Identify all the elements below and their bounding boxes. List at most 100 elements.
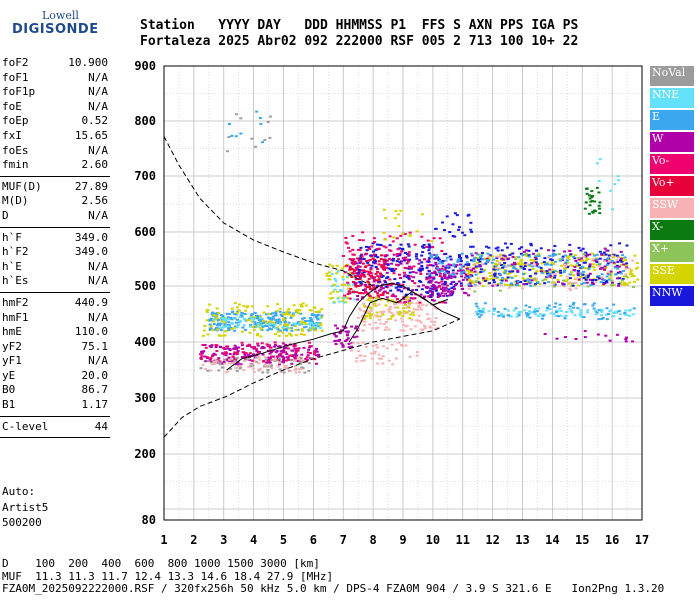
echo-point xyxy=(391,240,395,243)
echo-point xyxy=(387,257,391,260)
param-value: N/A xyxy=(88,70,108,84)
echo-point xyxy=(210,355,214,358)
echo-point xyxy=(293,369,297,372)
echo-point xyxy=(500,249,504,252)
echo-point xyxy=(397,283,401,286)
echo-point xyxy=(222,325,226,328)
echo-point xyxy=(266,368,270,371)
echo-point xyxy=(275,359,279,362)
echo-point xyxy=(295,354,299,357)
echo-point xyxy=(351,248,355,251)
echo-point xyxy=(286,324,290,327)
echo-point xyxy=(335,339,339,342)
echo-point xyxy=(237,321,241,324)
echo-point xyxy=(449,264,453,267)
echo-point xyxy=(537,265,541,268)
echo-point xyxy=(621,257,625,260)
echo-point xyxy=(538,313,542,316)
echo-point xyxy=(564,261,568,264)
echo-point xyxy=(606,271,610,274)
echo-point xyxy=(401,315,405,318)
echo-point xyxy=(240,311,244,314)
echo-point xyxy=(605,281,609,284)
echo-point xyxy=(627,309,631,312)
echo-point xyxy=(478,255,482,258)
legend-item-x-: X+ xyxy=(650,242,694,262)
echo-point xyxy=(561,282,565,285)
y-tick-label: 80 xyxy=(142,513,156,527)
echo-point xyxy=(407,245,411,248)
echo-point xyxy=(422,243,426,246)
echo-point xyxy=(635,262,639,265)
echo-point xyxy=(217,334,221,337)
param-value: 10.900 xyxy=(68,56,108,69)
echo-point xyxy=(358,261,362,264)
echo-point xyxy=(475,280,479,283)
echo-point xyxy=(385,321,389,324)
echo-point xyxy=(511,255,515,258)
echo-point xyxy=(525,314,529,317)
echo-point xyxy=(351,271,355,274)
echo-point xyxy=(597,180,601,183)
echo-point xyxy=(395,260,399,263)
echo-point xyxy=(515,315,519,318)
echo-point xyxy=(468,271,472,274)
echo-point xyxy=(523,265,527,268)
echo-point xyxy=(415,354,419,357)
echo-point xyxy=(240,315,244,318)
echo-point xyxy=(354,360,358,363)
echo-point xyxy=(221,352,225,355)
echo-point xyxy=(256,333,260,336)
echo-point xyxy=(294,349,298,352)
echo-point xyxy=(329,292,333,295)
echo-point xyxy=(378,280,382,283)
echo-point xyxy=(293,322,297,325)
echo-point xyxy=(283,347,287,350)
param-label: M(D) xyxy=(2,194,29,208)
echo-point xyxy=(434,263,438,266)
echo-point xyxy=(493,307,497,310)
echo-point xyxy=(381,293,385,296)
echo-point xyxy=(381,287,385,290)
echo-point xyxy=(605,318,609,321)
echo-point xyxy=(518,263,522,266)
legend-item-e: E xyxy=(650,110,694,130)
echo-point xyxy=(496,249,500,252)
echo-point xyxy=(362,271,366,274)
echo-point xyxy=(482,279,486,282)
param-label: yE xyxy=(2,368,16,382)
echo-point xyxy=(619,272,623,275)
echo-point xyxy=(625,244,629,247)
x-trace-dashed-line xyxy=(163,136,374,287)
echo-point xyxy=(609,270,613,273)
echo-point xyxy=(292,304,296,307)
echo-point xyxy=(299,333,303,335)
param-row: B0 86.7 xyxy=(0,383,110,398)
echo-point xyxy=(545,306,549,309)
echo-point xyxy=(227,313,231,316)
echo-point xyxy=(632,280,636,283)
echo-point xyxy=(453,212,457,215)
echo-point xyxy=(346,331,350,334)
echo-point xyxy=(301,302,305,305)
echo-point xyxy=(266,345,270,348)
echo-point xyxy=(527,249,531,252)
echo-point xyxy=(460,264,464,267)
echo-point xyxy=(434,327,438,330)
echo-point xyxy=(595,162,599,165)
echo-point xyxy=(427,259,431,262)
echo-point xyxy=(520,246,524,249)
echo-point xyxy=(212,323,216,326)
echo-point xyxy=(291,349,295,352)
echo-point xyxy=(532,277,536,280)
echo-point xyxy=(414,255,418,258)
echo-point xyxy=(604,259,608,262)
echo-point xyxy=(289,327,293,330)
echo-point xyxy=(228,360,232,363)
echo-point xyxy=(313,350,317,353)
echo-point xyxy=(434,261,438,264)
legend-item-nne: NNE xyxy=(650,88,694,108)
echo-point xyxy=(469,259,473,262)
echo-point xyxy=(202,350,206,353)
echo-point xyxy=(244,352,248,355)
